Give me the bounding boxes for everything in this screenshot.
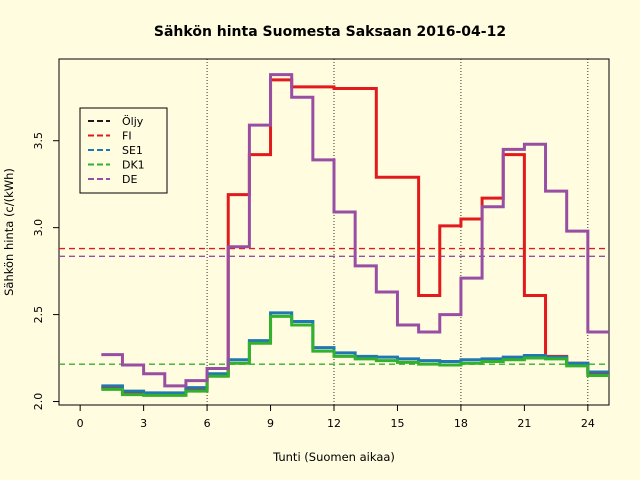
y-tick-label: 3.0: [32, 219, 45, 237]
series-line-dk1: [101, 314, 609, 397]
series-group: [59, 73, 609, 397]
legend-box: [79, 107, 168, 194]
x-tick-label: 21: [517, 417, 531, 430]
series-line-fi: [101, 78, 609, 397]
y-tick-label: 2.0: [32, 393, 45, 411]
series-line-de: [101, 73, 609, 388]
y-tick-label: 3.5: [32, 132, 45, 150]
chart-title: Sähkön hinta Suomesta Saksaan 2016-04-12: [154, 24, 506, 40]
legend-label-se1: SE1: [122, 144, 143, 157]
x-tick-label: 9: [267, 417, 274, 430]
legend-label-dk1: DK1: [122, 159, 145, 172]
x-tick-label: 3: [140, 417, 147, 430]
x-tick-label: 24: [581, 417, 595, 430]
legend-label-de: DE: [122, 173, 137, 186]
x-tick-label: 18: [454, 417, 468, 430]
y-tick-label: 2.5: [32, 306, 45, 324]
series-line-se1: [101, 311, 609, 395]
x-tick-label: 15: [390, 417, 404, 430]
x-axis-title: Tunti (Suomen aikaa): [272, 450, 395, 464]
legend-label-fi: FI: [122, 130, 132, 143]
legend-label-öljy: Öljy: [122, 115, 144, 128]
x-tick-label: 12: [327, 417, 341, 430]
x-tick-label: 6: [204, 417, 211, 430]
x-tick-label: 0: [77, 417, 84, 430]
y-axis-title: Sähkön hinta (c/(kWh): [2, 168, 16, 296]
